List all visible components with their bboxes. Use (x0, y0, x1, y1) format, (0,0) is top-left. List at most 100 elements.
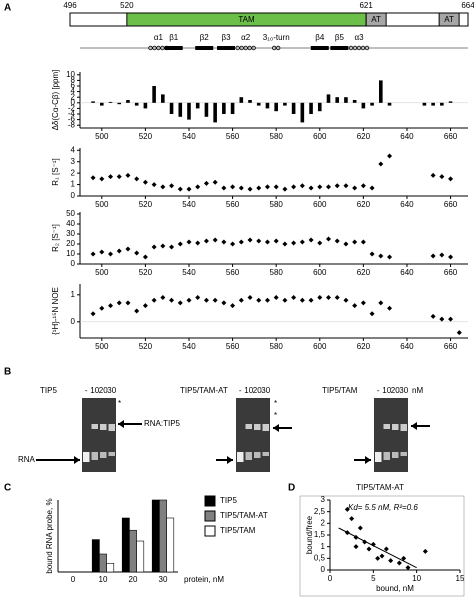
band (392, 452, 399, 458)
point (430, 313, 436, 319)
point (308, 185, 314, 191)
point (125, 172, 131, 178)
point (264, 184, 270, 190)
y-tick-label: 0 (71, 259, 76, 268)
point (401, 555, 407, 561)
lane-label: - (85, 386, 88, 395)
point (369, 185, 375, 191)
bar (431, 102, 435, 106)
bar (151, 499, 160, 573)
point (343, 183, 349, 189)
point (116, 174, 122, 180)
point (439, 316, 445, 322)
point (186, 239, 192, 245)
arrow-head (118, 420, 124, 428)
bar (222, 102, 226, 114)
panel-label: C (4, 483, 11, 494)
point (142, 179, 148, 185)
x-tick-label: 600 (313, 132, 327, 141)
bar (440, 102, 444, 106)
point (448, 254, 454, 260)
point (448, 176, 454, 182)
x-tick-label: 10 (412, 574, 421, 583)
x-tick-label: 600 (313, 342, 327, 351)
point (273, 184, 279, 190)
bar (239, 97, 244, 103)
y-axis-label: {¹H}-¹⁵N NOE (51, 287, 60, 335)
x-tick-label: 30 (159, 575, 168, 584)
residue-number: 496 (63, 1, 77, 10)
x-tick-label: 620 (357, 200, 371, 209)
residue-number: 664 (461, 1, 474, 10)
y-tick-label: 4 (71, 145, 76, 154)
point (334, 238, 340, 244)
y-tick-label: 8 (71, 76, 76, 85)
point (282, 186, 288, 192)
point (256, 238, 262, 244)
gel-label: RNA:TIP5 (144, 419, 181, 428)
ss-label: β3 (222, 33, 232, 42)
x-axis-label: protein, nM (184, 575, 224, 584)
arrow-head (273, 424, 279, 432)
point (383, 546, 389, 552)
point (352, 303, 358, 309)
point (430, 253, 436, 259)
bar (352, 100, 357, 103)
band (245, 452, 252, 460)
point (238, 185, 244, 191)
x-tick-label: 600 (313, 200, 327, 209)
ss-label: α1 (154, 33, 164, 42)
bar (91, 539, 100, 573)
band (262, 424, 269, 431)
lane-label: - (239, 386, 242, 395)
bar (99, 102, 104, 106)
point (282, 297, 288, 303)
legend-swatch (204, 510, 216, 522)
point (378, 161, 384, 167)
point (195, 184, 201, 190)
bar (370, 102, 374, 106)
bar (422, 102, 427, 106)
gel-title: TIP5/TAM-AT (180, 386, 228, 395)
point (116, 300, 122, 306)
point (230, 184, 236, 190)
gel-label: RNA (18, 455, 36, 464)
point (334, 295, 340, 300)
point (247, 186, 253, 192)
point (317, 184, 323, 190)
point (247, 295, 253, 300)
bar (178, 102, 183, 117)
bar (256, 102, 261, 106)
bar (169, 102, 174, 114)
bar (361, 102, 366, 109)
y-axis-label: bound RNA probe, % (45, 498, 54, 573)
panel-label: A (4, 3, 11, 14)
point (99, 176, 105, 182)
point (247, 237, 253, 243)
band (108, 452, 115, 456)
point (264, 297, 270, 303)
legend-label: TIP5/TAM-AT (220, 511, 268, 520)
trendline (338, 527, 417, 569)
point (256, 185, 262, 191)
x-tick-label: 520 (139, 342, 153, 351)
y-tick-label: -2 (68, 104, 76, 113)
bar (129, 529, 137, 573)
x-tick-label: 620 (357, 132, 371, 141)
y-tick-label: 4 (71, 87, 76, 96)
point (99, 249, 105, 255)
gel-title: TIP5/TAM (322, 386, 358, 395)
point (238, 297, 244, 303)
y-tick-label: 1 (71, 180, 76, 189)
x-tick-label: 660 (444, 342, 458, 351)
x-tick-label: 640 (400, 268, 414, 277)
point (151, 182, 157, 188)
point (344, 506, 350, 512)
band (254, 452, 261, 458)
ss-label: 3₁₀-turn (263, 33, 290, 42)
x-axis-label: bound, nM (376, 584, 414, 593)
bar (108, 101, 113, 103)
y-tick-label: 10 (66, 249, 75, 258)
point (125, 246, 131, 252)
